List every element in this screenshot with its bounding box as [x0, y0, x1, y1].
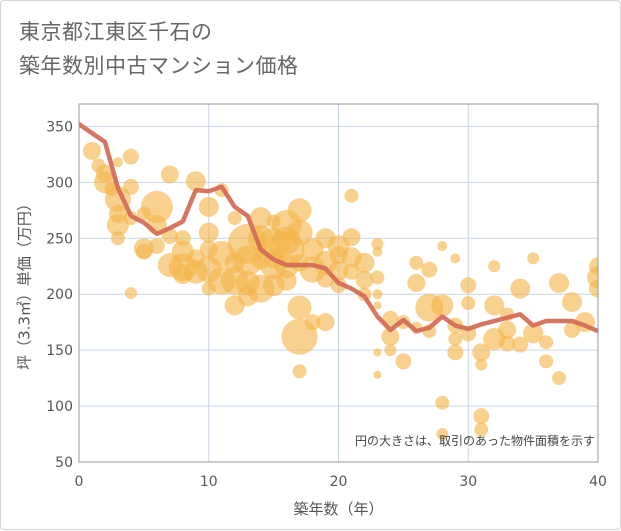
bubble-point — [384, 344, 397, 357]
bubble-point — [343, 263, 360, 280]
x-tick-labels: 0 10 20 30 40 — [75, 474, 607, 490]
bubble-point — [448, 331, 463, 346]
x-tick-label: 30 — [459, 474, 477, 490]
bubble-point — [472, 343, 491, 362]
y-tick-label: 150 — [46, 343, 73, 359]
bubble-point — [450, 253, 461, 264]
bubble-point — [287, 198, 312, 223]
bubble-point — [373, 370, 382, 379]
bubble-point — [431, 294, 454, 317]
bubble-point — [354, 252, 375, 273]
bubble-point — [498, 320, 517, 339]
bubble-point — [304, 314, 321, 331]
bubble-point — [473, 408, 490, 425]
bubble-point — [122, 178, 139, 195]
y-tick-label: 100 — [46, 399, 73, 415]
bubble-point — [355, 270, 374, 289]
bubble-point — [372, 289, 383, 300]
bubble-point — [562, 292, 583, 313]
bubble-point — [135, 243, 152, 260]
bubble-point — [370, 270, 385, 285]
y-tick-label: 350 — [46, 119, 73, 135]
bubble-point — [437, 241, 448, 252]
average-price-line-group — [79, 121, 598, 334]
x-tick-label: 10 — [200, 474, 218, 490]
bubble-point — [286, 219, 313, 246]
bubble-point — [122, 148, 139, 165]
bubble-point — [344, 188, 359, 203]
bubble-point — [106, 213, 129, 236]
bubble-point — [148, 238, 165, 255]
bubble-point — [249, 207, 272, 230]
x-axis-label: 築年数（年） — [293, 500, 383, 518]
bubble-point — [475, 358, 488, 371]
bubble-size-note: 円の大きさは、取引のあった物件面積を示す — [355, 433, 595, 448]
bubble-point — [373, 348, 382, 357]
bubble-point — [160, 165, 179, 184]
bubble-point — [140, 190, 173, 223]
bubbles — [82, 141, 598, 441]
chart-title-line-2: 築年数別中古マンション価格 — [19, 54, 299, 78]
bubble-point — [552, 371, 567, 386]
chart-title-line-1: 東京都江東区千石の — [19, 20, 213, 44]
bubble-point — [512, 336, 529, 353]
bubble-point — [373, 301, 382, 310]
bubble-point — [198, 196, 219, 217]
bubble-point — [82, 141, 101, 160]
y-tick-label: 200 — [46, 287, 73, 303]
bubble-point — [287, 295, 312, 320]
bubble-point — [407, 274, 426, 292]
bubble-point — [227, 211, 242, 226]
y-tick-label: 250 — [46, 231, 73, 247]
bubble-point — [371, 237, 384, 250]
x-tick-label: 0 — [75, 474, 84, 490]
plot-border — [78, 103, 599, 463]
bubble-point — [316, 313, 335, 332]
bubble-point — [474, 422, 489, 437]
bubble-point — [110, 231, 125, 246]
bubble-point — [292, 364, 307, 379]
bubble-point — [447, 344, 464, 361]
bubble-point — [527, 252, 540, 265]
bubble-point — [589, 279, 598, 298]
bubble-point — [484, 295, 505, 316]
bubble-point — [112, 157, 123, 168]
y-tick-labels: 50 100 150 200 250 300 350 — [46, 119, 73, 471]
bubble-point — [124, 287, 137, 300]
y-axis-label: 坪（3.3㎡）単価（万円） — [16, 196, 34, 370]
bubble-point — [232, 245, 263, 276]
bubble-point — [523, 323, 544, 344]
x-tick-label: 40 — [589, 474, 607, 490]
x-tick-label: 20 — [330, 474, 348, 490]
bubble-point — [381, 327, 400, 346]
bubble-point — [460, 277, 477, 294]
y-tick-label: 50 — [55, 455, 73, 471]
bubble-point — [409, 255, 424, 270]
bubble-point — [435, 395, 450, 410]
bubble-point — [174, 230, 191, 247]
bubble-point — [342, 228, 361, 247]
bubble-point — [395, 353, 412, 370]
bubble-point — [436, 428, 449, 441]
bubble-point — [421, 261, 438, 278]
bubble-point — [461, 296, 476, 311]
bubble-point — [510, 278, 531, 299]
bubble-point — [539, 354, 554, 369]
bubble-point — [185, 171, 206, 192]
bubble-point — [198, 222, 219, 243]
y-tick-label: 300 — [46, 175, 73, 191]
bubble-point — [539, 335, 554, 350]
average-price-line — [79, 121, 598, 334]
bubble-point — [372, 246, 383, 257]
bubble-point — [549, 273, 570, 293]
chart-title: 東京都江東区千石の 築年数別中古マンション価格 — [19, 15, 299, 83]
bubble-point — [499, 335, 516, 352]
bubble-point — [276, 270, 297, 291]
bubble-point — [488, 260, 501, 273]
